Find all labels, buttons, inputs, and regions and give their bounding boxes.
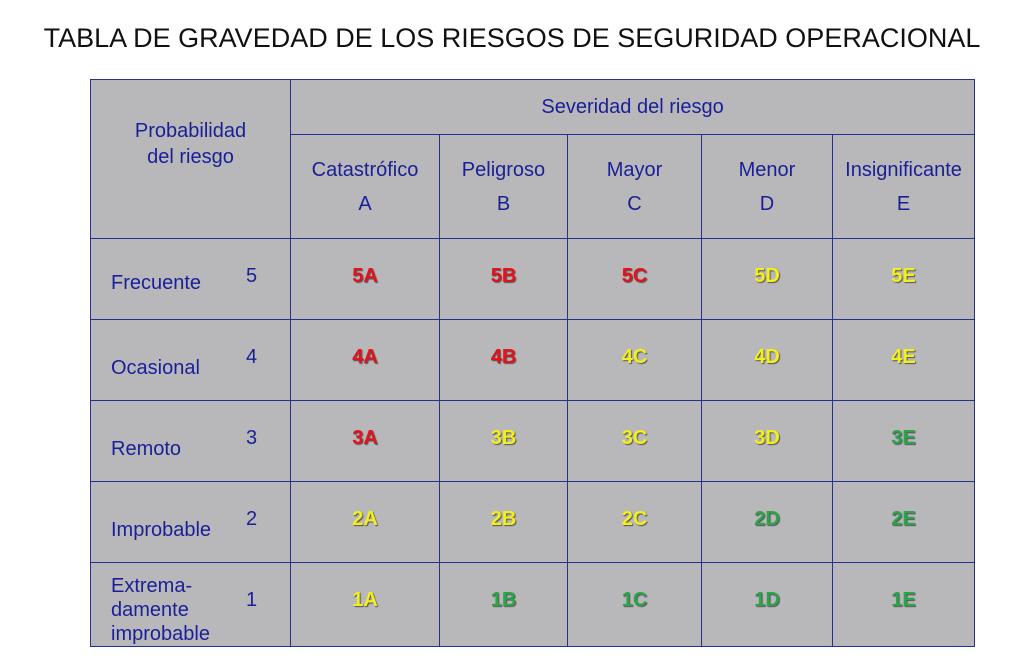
row-name-line: improbable [111, 623, 210, 645]
row-name-line: Extrema- [111, 575, 193, 597]
column-letter: A [358, 192, 372, 215]
matrix-cell: 4E [831, 319, 976, 401]
row-name: Remoto [111, 438, 182, 460]
matrix-cell: 1E [831, 562, 976, 647]
row-name-multiline: Extrema- damente improbable [111, 574, 210, 646]
column-letter: E [896, 193, 911, 215]
column-header-e: Insignificante E [831, 134, 976, 239]
matrix-cell: 1D [701, 562, 833, 647]
column-letter: D [759, 192, 775, 215]
matrix-cell: 2E [831, 481, 976, 563]
column-header-a: Catastrófico A [290, 134, 440, 239]
row-number: 2 [246, 508, 258, 530]
matrix-cell: 3B [439, 400, 568, 482]
matrix-cell: 5A [290, 238, 440, 320]
severity-header: Severidad del riesgo [289, 79, 976, 135]
column-header-d: Menor D [701, 134, 833, 239]
probability-header: Probabilidad del riesgo [90, 79, 291, 239]
row-name: Improbable [111, 519, 212, 541]
table-row: Improbable 2 2A 2B 2C 2D 2E [90, 481, 976, 563]
probability-label-line2: del riesgo [147, 146, 234, 168]
page-title: TABLA DE GRAVEDAD DE LOS RIESGOS DE SEGU… [43, 23, 981, 53]
row-number: 5 [246, 265, 258, 287]
column-letter: C [627, 192, 642, 215]
column-name: Peligroso [461, 158, 546, 181]
column-header-b: Peligroso B [439, 134, 568, 239]
matrix-cell: 3A [290, 400, 440, 482]
table-row: Frecuente 5 5A 5B 5C 5D 5E [90, 238, 976, 320]
matrix-cell: 4B [439, 319, 568, 401]
matrix-cell: 5D [701, 238, 833, 320]
row-header-5: Frecuente 5 [90, 238, 291, 320]
matrix-cell: 3E [831, 400, 976, 482]
table-row: Extrema- damente improbable 1 1A 1B 1C 1… [90, 562, 976, 647]
column-header-c: Mayor C [567, 134, 702, 239]
table-row: Ocasional 4 4A 4B 4C 4D 4E [90, 319, 976, 401]
row-name-line: damente [111, 599, 189, 621]
row-header-2: Improbable 2 [90, 481, 291, 563]
matrix-cell: 4C [567, 319, 702, 401]
column-name: Mayor [606, 158, 663, 181]
row-header-3: Remoto 3 [90, 400, 291, 482]
matrix-cell: 5B [439, 238, 568, 320]
row-header-4: Ocasional 4 [90, 319, 291, 401]
matrix-cell: 2B [439, 481, 568, 563]
matrix-cell: 3D [701, 400, 833, 482]
column-letter: B [496, 192, 511, 215]
matrix-cell: 4A [290, 319, 440, 401]
matrix-cell: 5C [567, 238, 702, 320]
matrix-cell: 1C [567, 562, 702, 647]
matrix-cell: 1A [290, 562, 440, 647]
column-name: Catastrófico [311, 158, 419, 181]
row-number: 1 [246, 589, 258, 611]
row-name: Frecuente [111, 272, 202, 294]
row-number: 3 [246, 427, 258, 449]
row-header-1: Extrema- damente improbable 1 [90, 562, 291, 647]
matrix-cell: 5E [831, 238, 976, 320]
matrix-cell: 2C [567, 481, 702, 563]
row-number: 4 [246, 346, 258, 368]
risk-severity-table: Probabilidad del riesgo Severidad del ri… [90, 79, 976, 647]
matrix-cell: 4D [701, 319, 833, 401]
table-row: Remoto 3 3A 3B 3C 3D 3E [90, 400, 976, 482]
probability-label-line1: Probabilidad [134, 120, 247, 142]
column-name: Insignificante [845, 159, 962, 181]
matrix-cell: 3C [567, 400, 702, 482]
matrix-cell: 1B [439, 562, 568, 647]
matrix-cell: 2D [701, 481, 833, 563]
matrix-cell: 2A [290, 481, 440, 563]
row-name: Ocasional [111, 357, 200, 379]
column-name: Menor [738, 158, 796, 181]
